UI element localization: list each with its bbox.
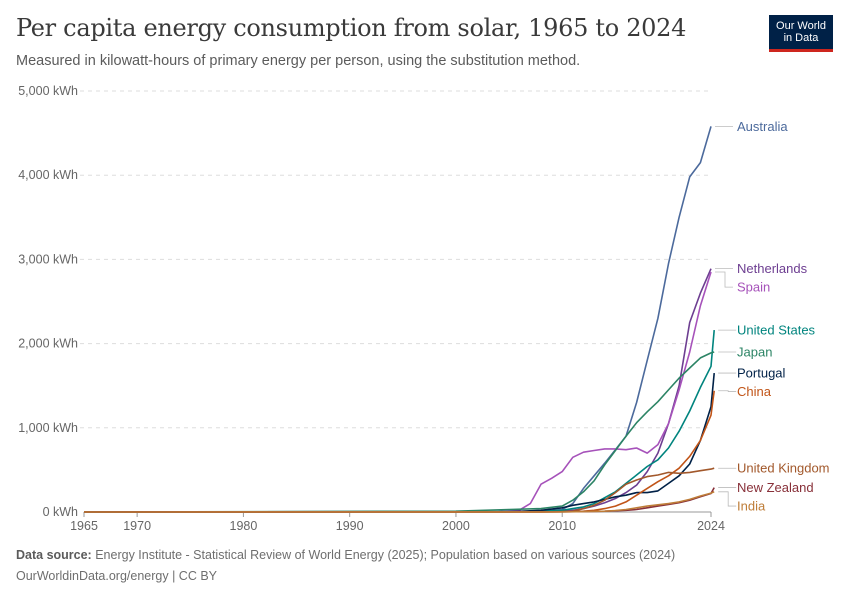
logo-line-1: Our World bbox=[776, 20, 826, 32]
line-chart: 0 kWh 1,000 kWh 2,000 kWh 3,000 kWh 4,000 kW… bbox=[18, 84, 830, 533]
series-line-australia[interactable] bbox=[83, 126, 712, 513]
series-line-united-states[interactable] bbox=[83, 330, 715, 513]
x-axis: 1965 1970 1980 1990 2000 2010 2024 bbox=[70, 511, 725, 533]
series-label[interactable]: Spain bbox=[737, 280, 770, 295]
footer-source: Data source: Energy Institute - Statisti… bbox=[16, 548, 675, 562]
series-line-japan[interactable] bbox=[83, 351, 715, 513]
series-line-new-zealand[interactable] bbox=[83, 487, 715, 513]
series-label[interactable]: Netherlands bbox=[737, 261, 808, 276]
owid-logo[interactable]: Our World in Data bbox=[769, 15, 833, 52]
x-tick-label: 2010 bbox=[548, 519, 576, 533]
y-tick-label: 3,000 kWh bbox=[18, 252, 78, 266]
chart-title: Per capita energy consumption from solar… bbox=[16, 14, 687, 42]
source-text: Energy Institute - Statistical Review of… bbox=[95, 548, 676, 562]
series-label[interactable]: United States bbox=[737, 323, 816, 338]
x-tick-label: 1970 bbox=[123, 519, 151, 533]
series-label[interactable]: New Zealand bbox=[737, 480, 814, 495]
series-line-united-kingdom[interactable] bbox=[83, 467, 715, 513]
series-label[interactable]: Japan bbox=[737, 345, 772, 360]
series-labels: Australia Netherlands Spain United States Ja… bbox=[715, 119, 830, 514]
gridlines bbox=[80, 90, 711, 429]
y-tick-label: 2,000 kWh bbox=[18, 337, 78, 351]
series-line-portugal[interactable] bbox=[83, 373, 715, 513]
series-label[interactable]: China bbox=[737, 384, 772, 399]
x-tick-label: 1965 bbox=[70, 519, 98, 533]
footer-url-license[interactable]: OurWorldinData.org/energy | CC BY bbox=[16, 569, 218, 583]
series-label[interactable]: United Kingdom bbox=[737, 461, 830, 476]
x-tick-label: 2000 bbox=[442, 519, 470, 533]
series-line-india[interactable] bbox=[83, 491, 715, 513]
series-label[interactable]: India bbox=[737, 499, 766, 514]
x-tick-label: 2024 bbox=[697, 519, 725, 533]
y-tick-label: 4,000 kWh bbox=[18, 168, 78, 182]
label-connector bbox=[718, 390, 737, 392]
y-axis-ticks: 0 kWh 1,000 kWh 2,000 kWh 3,000 kWh 4,000 kW… bbox=[18, 84, 78, 519]
y-tick-label: 0 kWh bbox=[43, 505, 78, 519]
series-lines bbox=[83, 126, 715, 513]
chart-subtitle: Measured in kilowatt-hours of primary en… bbox=[16, 53, 581, 69]
series-line-netherlands[interactable] bbox=[83, 268, 712, 513]
label-connector bbox=[718, 491, 737, 507]
series-line-spain[interactable] bbox=[83, 271, 712, 513]
x-tick-label: 1980 bbox=[230, 519, 258, 533]
y-tick-label: 5,000 kWh bbox=[18, 84, 78, 98]
source-label: Data source: bbox=[16, 548, 92, 562]
label-connector bbox=[715, 271, 733, 288]
y-tick-label: 1,000 kWh bbox=[18, 421, 78, 435]
x-tick-label: 1990 bbox=[336, 519, 364, 533]
series-label[interactable]: Australia bbox=[737, 119, 788, 134]
series-line-china[interactable] bbox=[83, 390, 715, 513]
logo-line-2: in Data bbox=[783, 32, 819, 44]
series-label[interactable]: Portugal bbox=[737, 366, 786, 381]
